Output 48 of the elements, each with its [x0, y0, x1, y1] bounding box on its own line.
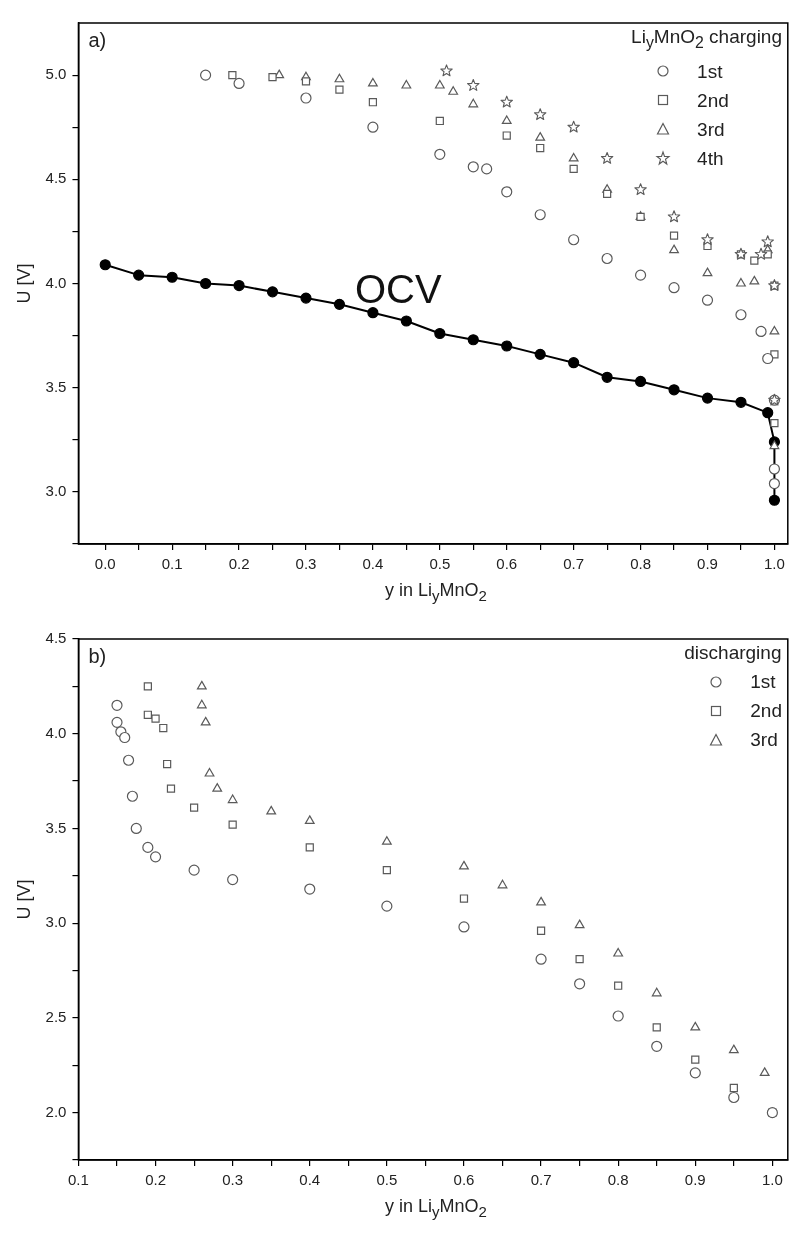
- y-tick-label: 3.5: [45, 818, 67, 836]
- y-tick-label: 3.5: [45, 377, 67, 395]
- legend-label: 1st: [750, 670, 776, 694]
- x-axis-title: y in Li$_{y}$MnO$_{2}$: [384, 580, 488, 606]
- legend-label: 3rd: [750, 728, 778, 752]
- x-tick-label: 0.7: [563, 555, 585, 573]
- legend-label: 2nd: [750, 699, 782, 723]
- x-tick-label: 0.5: [376, 1171, 398, 1189]
- legend-title: Li$_{y}$MnO$_{2}$ charging: [631, 25, 782, 53]
- legend-label: 2nd: [697, 88, 729, 113]
- x-tick-label: 0.1: [68, 1171, 89, 1189]
- x-tick-label: 0.7: [530, 1171, 552, 1189]
- x-tick-label: 0.4: [362, 555, 384, 573]
- x-tick-label: 0.3: [222, 1171, 244, 1189]
- x-tick-label: 0.8: [630, 555, 652, 573]
- x-tick-label: 0.4: [299, 1171, 321, 1189]
- y-tick-label: 2.5: [45, 1008, 67, 1026]
- legend-label: 4th: [697, 146, 724, 171]
- y-axis-title: U [V]: [13, 879, 34, 920]
- x-tick-label: 1.0: [763, 555, 785, 573]
- x-tick-label: 0.9: [697, 555, 718, 573]
- x-tick-label: 0.2: [228, 555, 250, 573]
- legend-title: discharging: [684, 641, 782, 665]
- y-tick-label: 5.0: [45, 65, 67, 83]
- series-label: OCV: [354, 266, 442, 311]
- x-axis-title: y in Li$_{y}$MnO$_{2}$: [384, 1196, 488, 1222]
- annotation: b): [88, 644, 107, 667]
- y-tick-label: 3.0: [45, 913, 67, 931]
- y-tick-label: 4.0: [45, 273, 67, 291]
- legend-label: 3rd: [697, 117, 725, 142]
- y-tick-label: 4.5: [45, 169, 67, 187]
- y-tick-label: 2.0: [45, 1102, 67, 1120]
- x-tick-label: 0.6: [453, 1171, 475, 1189]
- y-axis-title: U [V]: [13, 263, 34, 304]
- x-tick-label: 0.3: [295, 555, 317, 573]
- legend-label: 1st: [697, 59, 723, 84]
- y-tick-label: 4.0: [45, 723, 67, 741]
- y-tick-label: 3.0: [45, 482, 67, 500]
- x-tick-label: 0.8: [607, 1171, 629, 1189]
- y-tick-label: 4.5: [45, 629, 67, 647]
- x-tick-label: 0.0: [94, 555, 116, 573]
- x-tick-label: 0.6: [496, 555, 518, 573]
- x-tick-label: 1.0: [761, 1171, 783, 1189]
- x-tick-label: 0.9: [684, 1171, 706, 1189]
- annotation: a): [88, 28, 107, 51]
- x-tick-label: 0.2: [145, 1171, 166, 1189]
- x-tick-label: 0.5: [429, 555, 451, 573]
- x-tick-label: 0.1: [161, 555, 183, 573]
